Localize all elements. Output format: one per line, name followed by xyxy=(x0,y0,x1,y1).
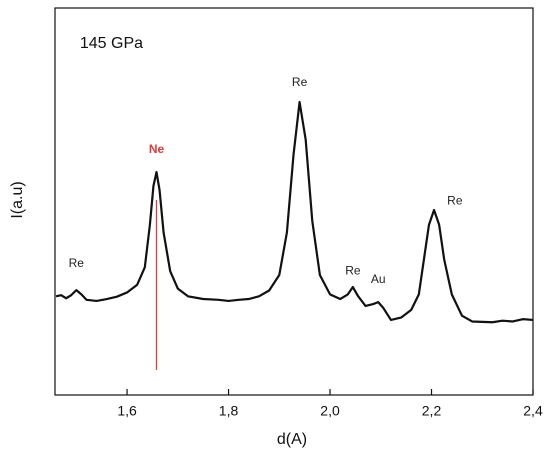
peak-label: Re xyxy=(69,256,85,270)
x-tick-label: 2,0 xyxy=(320,403,340,419)
peak-label: Ne xyxy=(149,142,165,156)
peak-label: Re xyxy=(292,75,308,89)
x-tick-label: 1,6 xyxy=(117,403,137,419)
x-axis-label: d(A) xyxy=(277,431,307,448)
spectrum-line xyxy=(55,100,534,324)
x-tick-label: 2,4 xyxy=(523,403,543,419)
pressure-label: 145 GPa xyxy=(80,35,143,52)
y-axis-label: I(a.u) xyxy=(9,181,26,218)
peak-label: Au xyxy=(371,272,386,286)
peak-label: Re xyxy=(447,193,463,207)
peak-label: Re xyxy=(345,263,361,277)
plot-frame xyxy=(54,7,534,396)
x-tick-label: 1,8 xyxy=(219,403,239,419)
x-tick-label: 2,2 xyxy=(422,403,442,419)
